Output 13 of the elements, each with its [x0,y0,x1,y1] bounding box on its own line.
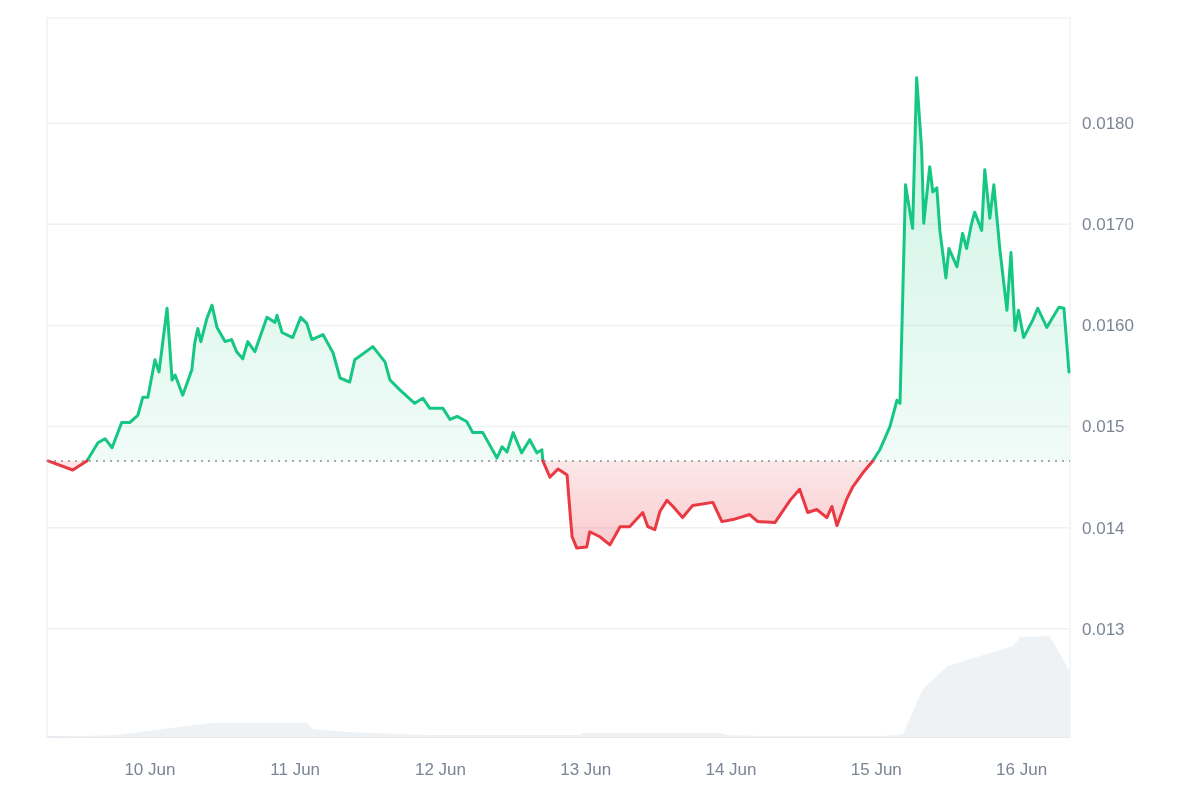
y-tick-label: 0.0160 [1082,316,1134,336]
y-tick-label: 0.0180 [1082,114,1134,134]
x-tick-label: 12 Jun [414,760,466,779]
y-tick-label: 0.015 [1082,417,1125,437]
y-tick-label: 0.013 [1082,619,1125,639]
y-tick-label: 0.0170 [1082,215,1134,235]
x-tick-label: 11 Jun [270,760,321,779]
y-tick-label: 0.014 [1082,518,1125,538]
x-tick-label: 13 Jun [560,760,612,779]
x-tick-label: 15 Jun [850,760,902,779]
x-tick-label: 10 Jun [124,760,176,779]
x-tick-label: 14 Jun [705,760,757,779]
x-tick-label: 16 Jun [996,760,1048,779]
